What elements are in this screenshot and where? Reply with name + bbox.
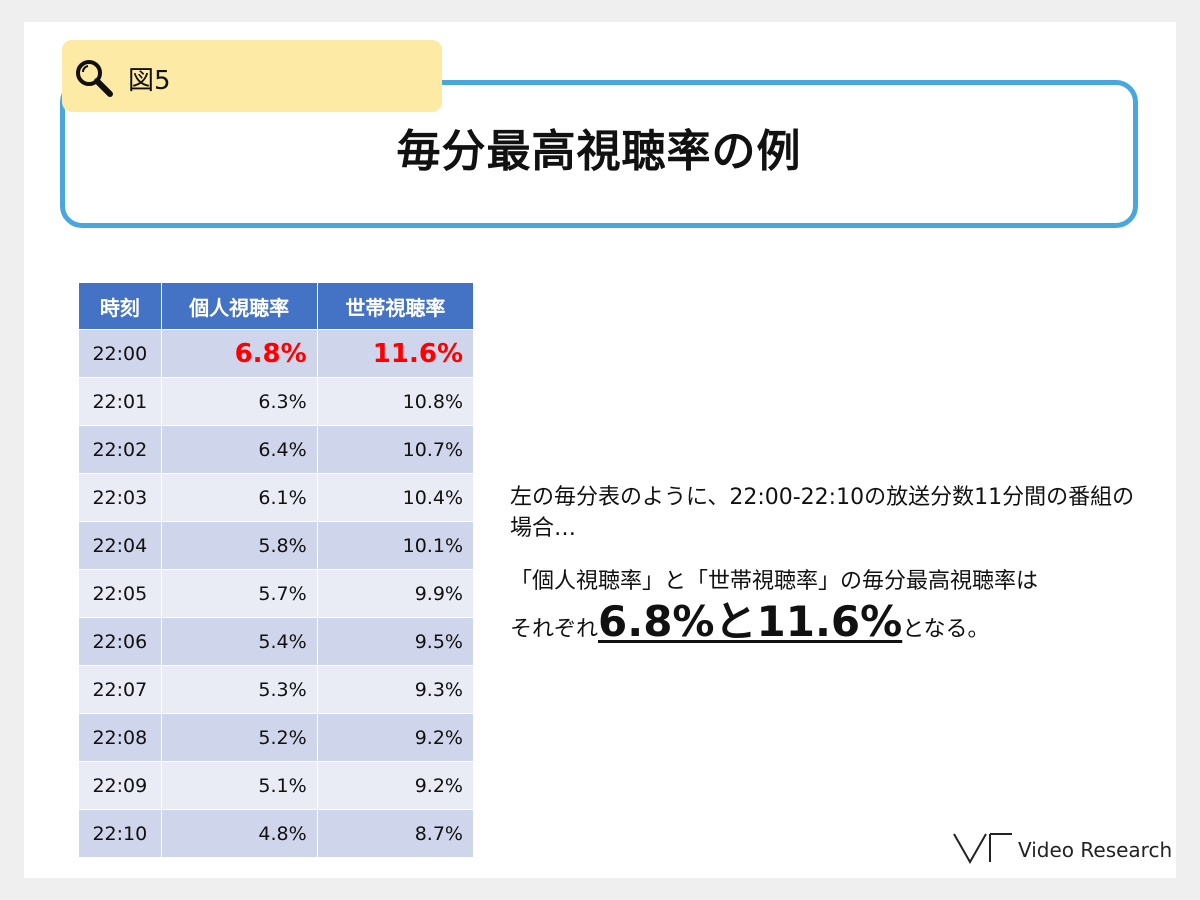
cell-time: 22:03 [78,473,162,522]
logo-mark-icon [953,833,1012,865]
para2-post: となる。 [902,617,990,642]
cell-time: 22:04 [78,521,162,570]
cell-personal-rating: 6.8% [160,329,318,378]
header-personal-rating: 個人視聴率 [160,282,318,330]
cell-personal-rating: 6.1% [160,473,318,522]
figure-tab: 図5 [62,40,442,112]
header-time: 時刻 [78,282,162,330]
table-header-row: 時刻 個人視聴率 世帯視聴率 [78,282,475,330]
cell-household-rating: 10.8% [316,377,475,426]
cell-time: 22:06 [78,617,162,666]
cell-time: 22:07 [78,665,162,714]
table-row: 22:03 6.1% 10.4% [78,473,475,522]
para2-lead: 「個人視聴率」と「世帯視聴率」の毎分最高視聴率は [510,569,1039,594]
cell-time: 22:10 [78,809,162,858]
description-para1: 左の毎分表のように、22:00-22:10の放送分数11分間の番組の場合… [510,485,1135,541]
table-row: 22:10 4.8% 8.7% [78,809,475,858]
cell-household-rating: 10.7% [316,425,475,474]
cell-household-rating: 10.1% [316,521,475,570]
cell-time: 22:01 [78,377,162,426]
figure-label: 図5 [128,66,171,96]
cell-household-rating: 9.3% [316,665,475,714]
cell-household-rating: 9.2% [316,713,475,762]
table-row: 22:01 6.3% 10.8% [78,377,475,426]
cell-household-rating: 9.5% [316,617,475,666]
cell-household-rating: 9.9% [316,569,475,618]
description: 左の毎分表のように、22:00-22:10の放送分数11分間の番組の場合… 「個… [510,482,1150,647]
cell-personal-rating: 4.8% [160,809,318,858]
para2-pre: それぞれ [510,617,599,642]
page-title: 毎分最高視聴率の例 [396,126,802,177]
table-row: 22:02 6.4% 10.7% [78,425,475,474]
cell-personal-rating: 6.3% [160,377,318,426]
cell-time: 22:08 [78,713,162,762]
table-row: 22:05 5.7% 9.9% [78,569,475,618]
cell-personal-rating: 5.3% [160,665,318,714]
table-row: 22:08 5.2% 9.2% [78,713,475,762]
table-row: 22:06 5.4% 9.5% [78,617,475,666]
cell-personal-rating: 5.8% [160,521,318,570]
logo-text: Video Research [1018,838,1173,862]
cell-household-rating: 10.4% [316,473,475,522]
magnifier-icon [76,60,113,97]
cell-personal-rating: 5.1% [160,761,318,810]
rating-table: 時刻 個人視聴率 世帯視聴率 22:00 6.8% 11.6% 22:01 6.3% 10… [78,282,475,858]
para2-emphasis: 6.8%と11.6% [598,597,903,646]
table-row: 22:09 5.1% 9.2% [78,761,475,810]
cell-personal-rating: 6.4% [160,425,318,474]
table-row: 22:07 5.3% 9.3% [78,665,475,714]
table-row: 22:00 6.8% 11.6% [78,329,475,378]
cell-time: 22:00 [78,329,162,378]
cell-household-rating: 9.2% [316,761,475,810]
table-row: 22:04 5.8% 10.1% [78,521,475,570]
cell-household-rating: 11.6% [316,329,475,378]
cell-time: 22:09 [78,761,162,810]
cell-time: 22:05 [78,569,162,618]
header-household-rating: 世帯視聴率 [316,282,475,330]
cell-personal-rating: 5.4% [160,617,318,666]
cell-personal-rating: 5.7% [160,569,318,618]
company-logo: Video Research [950,830,1172,866]
cell-personal-rating: 5.2% [160,713,318,762]
description-para2: 「個人視聴率」と「世帯視聴率」の毎分最高視聴率は それぞれ6.8%と11.6%と… [510,566,1150,647]
cell-household-rating: 8.7% [316,809,475,858]
cell-time: 22:02 [78,425,162,474]
